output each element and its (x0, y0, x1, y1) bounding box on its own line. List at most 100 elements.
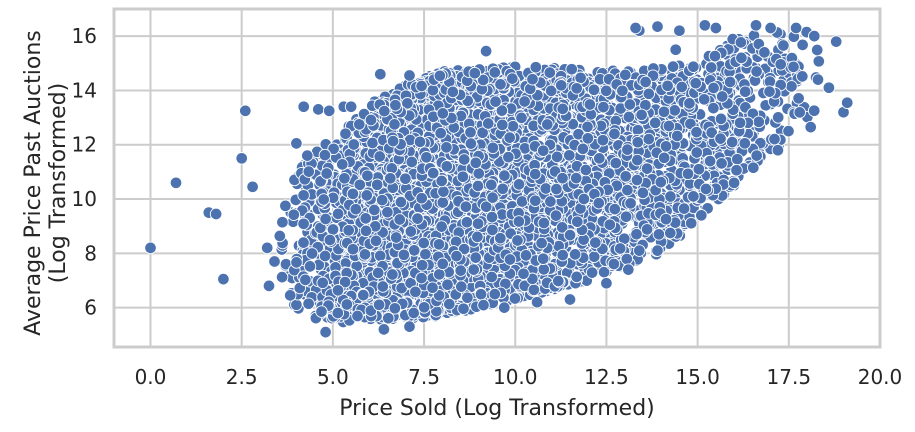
data-point (437, 258, 449, 270)
data-point (372, 267, 384, 279)
data-point (555, 80, 567, 92)
data-point (684, 98, 696, 110)
data-point (369, 204, 381, 216)
data-point (320, 213, 332, 225)
data-point (499, 170, 511, 182)
data-point (540, 183, 552, 195)
data-point (527, 73, 539, 85)
data-point (735, 37, 747, 49)
data-point (497, 119, 509, 131)
data-point (438, 186, 450, 198)
data-point (726, 136, 738, 148)
data-point (374, 151, 386, 163)
data-point (472, 218, 484, 230)
data-point (465, 138, 477, 150)
data-point (482, 118, 494, 130)
data-point (317, 277, 329, 289)
data-point (597, 134, 609, 146)
data-point (379, 105, 391, 117)
data-point (441, 161, 453, 173)
data-point (586, 267, 598, 279)
data-point (385, 173, 397, 185)
data-point (460, 201, 472, 213)
data-point (665, 191, 677, 203)
data-point (769, 133, 781, 145)
data-point (332, 208, 344, 220)
data-point (487, 192, 499, 204)
data-point (416, 259, 428, 271)
data-point (300, 274, 312, 286)
data-point (609, 203, 621, 215)
data-point (622, 184, 634, 196)
data-point (421, 152, 433, 164)
data-point (390, 99, 402, 111)
data-point (458, 303, 470, 315)
data-point (298, 218, 310, 230)
data-point (731, 164, 743, 176)
data-point (504, 254, 516, 266)
data-point (569, 249, 581, 261)
data-point (641, 224, 653, 236)
data-point (490, 96, 502, 108)
data-point (395, 196, 407, 208)
data-point (653, 229, 665, 241)
data-point (441, 142, 453, 154)
data-point (598, 101, 610, 113)
data-point (705, 62, 717, 74)
data-point (486, 211, 498, 223)
data-point (486, 179, 498, 191)
data-point (691, 126, 703, 138)
data-point (620, 171, 632, 183)
data-point (715, 113, 727, 125)
data-point (337, 159, 349, 171)
data-point (620, 69, 632, 81)
data-point (788, 61, 800, 73)
data-point (536, 237, 548, 249)
data-point (643, 133, 655, 145)
data-point (420, 248, 432, 260)
data-point (347, 188, 359, 200)
data-point (516, 196, 528, 208)
data-point (623, 111, 635, 123)
data-point (462, 292, 474, 304)
data-point (671, 130, 683, 142)
data-point (489, 288, 501, 300)
data-point (389, 303, 401, 315)
data-point (593, 197, 605, 209)
data-point (553, 275, 565, 287)
data-point (509, 293, 521, 305)
data-point (518, 268, 530, 280)
data-point (600, 85, 612, 97)
data-point (631, 228, 643, 240)
data-point (690, 77, 702, 89)
data-point (475, 288, 487, 300)
data-point (660, 141, 672, 153)
data-point (637, 187, 649, 199)
data-point (778, 40, 790, 52)
data-point (465, 127, 477, 139)
data-point (360, 225, 372, 237)
data-point (658, 152, 670, 164)
data-point (487, 142, 499, 154)
data-point (447, 86, 459, 98)
data-point (708, 102, 720, 114)
data-point (414, 136, 426, 148)
data-point (676, 81, 688, 93)
data-point (693, 163, 705, 175)
data-point (434, 269, 446, 281)
data-point (354, 119, 366, 131)
data-point (544, 67, 556, 79)
data-point (495, 232, 507, 244)
data-point (382, 206, 394, 218)
data-point (327, 224, 339, 236)
data-point (513, 179, 525, 191)
data-point (495, 79, 507, 91)
data-point (367, 137, 379, 149)
data-point (571, 83, 583, 95)
data-point (688, 191, 700, 203)
data-point (473, 168, 485, 180)
data-point (716, 158, 728, 170)
data-point (340, 128, 352, 140)
data-point (662, 80, 674, 92)
